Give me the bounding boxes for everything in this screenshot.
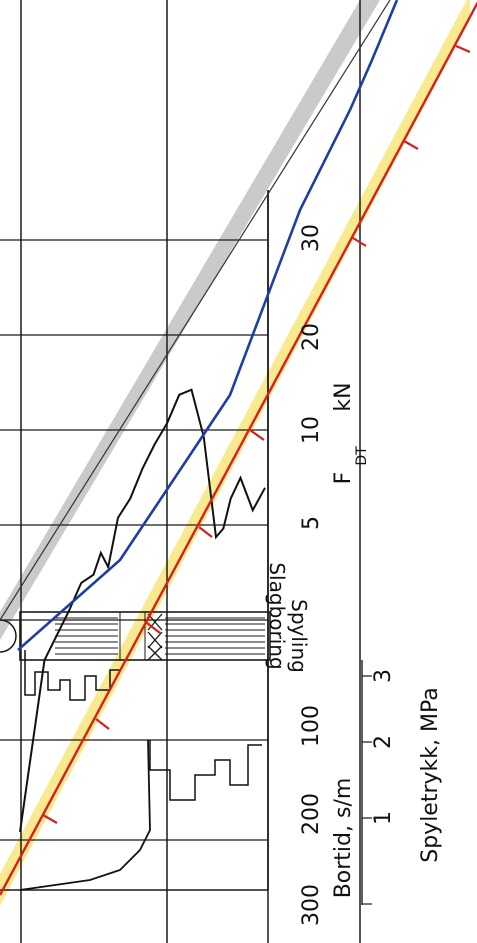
bortid-tick-100: 100 — [299, 705, 324, 747]
bortid-ticks-group: 300 200 100 Bortid, s/m — [299, 705, 356, 926]
force-tick-5: 5 — [299, 516, 324, 530]
force-ticks-group: 5 10 20 30 — [299, 224, 324, 530]
spyletrykk-tick-3: 3 — [371, 669, 396, 683]
straight-lines-group — [0, 0, 477, 896]
red-ticks — [42, 44, 471, 824]
yellow-band — [0, 0, 470, 906]
grey-band — [0, 0, 380, 640]
legend-labels-group: Spyling Slagboring — [265, 562, 311, 673]
bortid-step-trace — [149, 740, 262, 801]
spyletrykk-tick-2: 2 — [371, 735, 396, 749]
x-markers — [147, 613, 163, 661]
spyletrykk-tick-1: 1 — [371, 811, 396, 825]
bands-group — [0, 0, 470, 906]
spyletrykk-axis-group: 1 2 3 Spyletrykk, MPa — [361, 660, 443, 905]
force-tick-30: 30 — [299, 224, 324, 252]
bortid-tick-200: 200 — [299, 793, 324, 835]
force-tick-10: 10 — [299, 416, 324, 444]
bortid-tick-300: 300 — [299, 884, 324, 926]
grid-group — [0, 0, 361, 943]
force-trace-line — [19, 388, 266, 833]
blue-line — [17, 0, 399, 651]
force-tick-20: 20 — [299, 323, 324, 351]
red-line — [0, 1, 477, 896]
force-label-text: F — [331, 472, 356, 485]
circle-marker — [0, 619, 17, 653]
spyletrykk-axis-label: Spyletrykk, MPa — [418, 687, 443, 863]
legend-slagboring: Slagboring — [265, 562, 289, 669]
bortid-base-trace — [19, 739, 151, 891]
bortid-step-trace — [24, 650, 120, 701]
force-axis-label: kN F DT — [331, 382, 370, 484]
bortid-axis-label: Bortid, s/m — [331, 778, 356, 899]
black-thin-line — [0, 0, 391, 621]
traces-group — [19, 388, 266, 891]
force-unit: kN — [331, 382, 356, 411]
legend-spyling: Spyling — [287, 599, 311, 673]
force-subscript: DT — [354, 446, 370, 466]
